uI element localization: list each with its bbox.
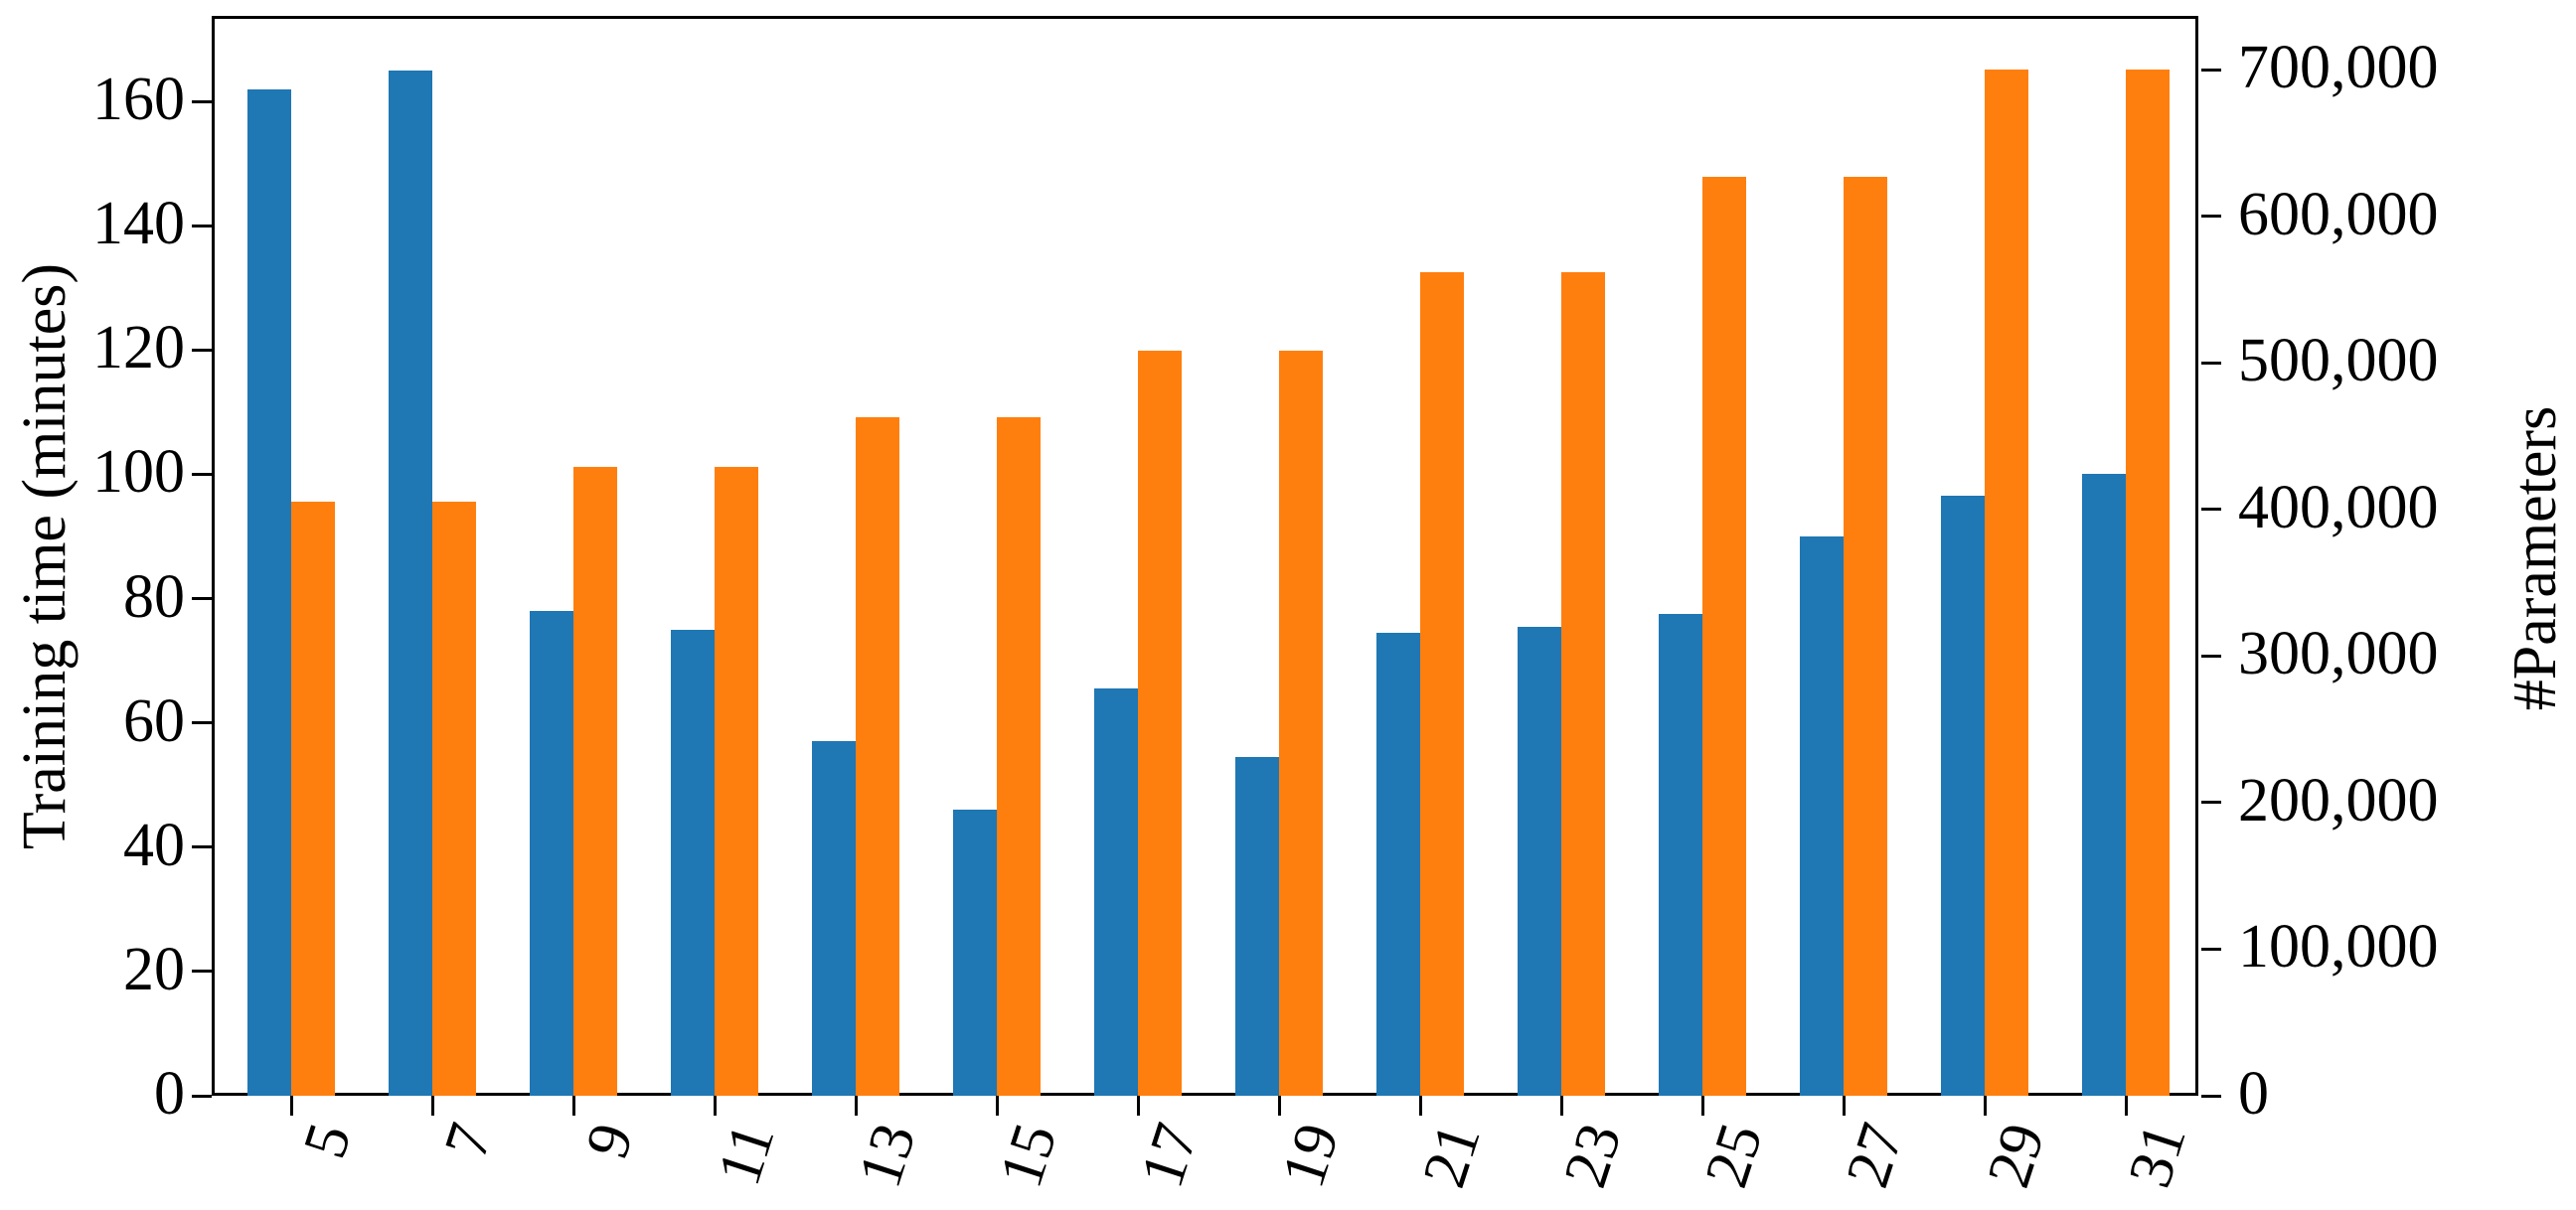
bar-training-time bbox=[953, 810, 997, 1096]
bar-parameters bbox=[856, 416, 899, 1096]
bar-parameters bbox=[2126, 70, 2170, 1096]
x-tick bbox=[854, 1096, 858, 1116]
bar-training-time bbox=[247, 88, 291, 1096]
bar-training-time bbox=[1235, 757, 1279, 1096]
x-tick bbox=[1559, 1096, 1563, 1116]
bar-training-time bbox=[1800, 535, 1844, 1096]
y-tick-label-left: 160 bbox=[92, 66, 185, 134]
y-tick-right bbox=[2201, 654, 2221, 658]
bar-parameters bbox=[291, 502, 335, 1096]
x-tick bbox=[995, 1096, 999, 1116]
y-tick-label-right: 0 bbox=[2238, 1060, 2269, 1128]
plot-area bbox=[212, 16, 2198, 1096]
x-tick-label: 19 bbox=[1268, 1116, 1353, 1196]
y-tick-right bbox=[2201, 801, 2221, 805]
bar-training-time bbox=[1941, 496, 1985, 1096]
x-tick bbox=[2124, 1096, 2128, 1116]
x-tick bbox=[1700, 1096, 1704, 1116]
bar-training-time bbox=[671, 629, 715, 1096]
x-tick bbox=[713, 1096, 717, 1116]
bar-parameters bbox=[1844, 176, 1887, 1096]
y-tick-left bbox=[192, 597, 212, 601]
bar-training-time bbox=[1659, 614, 1702, 1096]
right-axis-title: #Parameters bbox=[2501, 405, 2569, 711]
y-tick-label-right: 400,000 bbox=[2238, 473, 2439, 541]
bar-parameters bbox=[997, 416, 1041, 1096]
bar-parameters bbox=[1420, 271, 1464, 1096]
bar-training-time bbox=[530, 611, 573, 1096]
y-tick-right bbox=[2201, 947, 2221, 951]
bar-parameters bbox=[1279, 351, 1323, 1096]
x-tick-label: 21 bbox=[1409, 1116, 1494, 1196]
bar-parameters bbox=[715, 466, 758, 1096]
y-tick-right bbox=[2201, 68, 2221, 72]
y-tick-label-left: 40 bbox=[123, 811, 185, 879]
x-tick-label: 23 bbox=[1550, 1116, 1635, 1196]
y-tick-label-left: 60 bbox=[123, 686, 185, 755]
bar-training-time bbox=[2082, 474, 2126, 1096]
y-tick-right bbox=[2201, 215, 2221, 219]
y-tick-label-left: 100 bbox=[92, 438, 185, 507]
x-tick bbox=[1277, 1096, 1281, 1116]
y-tick-left bbox=[192, 1094, 212, 1098]
y-tick-label-left: 120 bbox=[92, 314, 185, 382]
bar-parameters bbox=[1985, 70, 2028, 1096]
y-tick-left bbox=[192, 845, 212, 849]
x-tick-label: 25 bbox=[1691, 1116, 1776, 1196]
y-tick-label-right: 300,000 bbox=[2238, 620, 2439, 688]
x-tick bbox=[1136, 1096, 1140, 1116]
bar-training-time bbox=[389, 70, 432, 1096]
y-tick-label-right: 100,000 bbox=[2238, 913, 2439, 982]
x-tick-label: 17 bbox=[1127, 1116, 1211, 1196]
bar-training-time bbox=[1094, 688, 1138, 1096]
y-tick-label-right: 500,000 bbox=[2238, 327, 2439, 395]
y-tick-label-right: 200,000 bbox=[2238, 766, 2439, 834]
bar-parameters bbox=[573, 466, 617, 1096]
y-tick-label-left: 0 bbox=[154, 1060, 185, 1128]
x-tick-label: 15 bbox=[986, 1116, 1070, 1196]
y-tick-left bbox=[192, 348, 212, 352]
y-tick-left bbox=[192, 970, 212, 974]
y-tick-left bbox=[192, 721, 212, 725]
y-tick-label-right: 600,000 bbox=[2238, 180, 2439, 248]
y-tick-left bbox=[192, 472, 212, 476]
bar-parameters bbox=[1138, 351, 1182, 1096]
x-tick bbox=[1418, 1096, 1422, 1116]
x-tick-label: 13 bbox=[845, 1116, 929, 1196]
y-tick-right bbox=[2201, 1094, 2221, 1098]
x-tick bbox=[289, 1096, 293, 1116]
y-tick-label-right: 700,000 bbox=[2238, 34, 2439, 101]
x-tick bbox=[571, 1096, 575, 1116]
y-tick-label-left: 140 bbox=[92, 190, 185, 258]
x-tick-label: 5 bbox=[290, 1116, 365, 1166]
y-tick-left bbox=[192, 224, 212, 227]
y-tick-right bbox=[2201, 508, 2221, 512]
bar-training-time bbox=[1518, 626, 1561, 1096]
bar-training-time bbox=[812, 741, 856, 1096]
x-tick-label: 27 bbox=[1833, 1116, 1917, 1196]
x-tick-label: 9 bbox=[572, 1116, 647, 1166]
x-tick-label: 29 bbox=[1974, 1116, 2058, 1196]
y-tick-right bbox=[2201, 361, 2221, 365]
x-tick bbox=[430, 1096, 434, 1116]
y-tick-label-left: 20 bbox=[123, 935, 185, 1003]
x-tick-label: 7 bbox=[431, 1116, 506, 1166]
bar-training-time bbox=[1376, 632, 1420, 1096]
bar-parameters bbox=[432, 502, 476, 1096]
x-tick bbox=[1842, 1096, 1846, 1116]
x-tick-label: 31 bbox=[2115, 1116, 2199, 1196]
x-tick-label: 11 bbox=[705, 1116, 788, 1193]
x-tick bbox=[1983, 1096, 1987, 1116]
left-axis-title: Training time (minutes) bbox=[11, 262, 79, 850]
y-tick-left bbox=[192, 99, 212, 103]
y-tick-label-left: 80 bbox=[123, 562, 185, 631]
bar-parameters bbox=[1561, 271, 1605, 1096]
bar-parameters bbox=[1702, 176, 1746, 1096]
